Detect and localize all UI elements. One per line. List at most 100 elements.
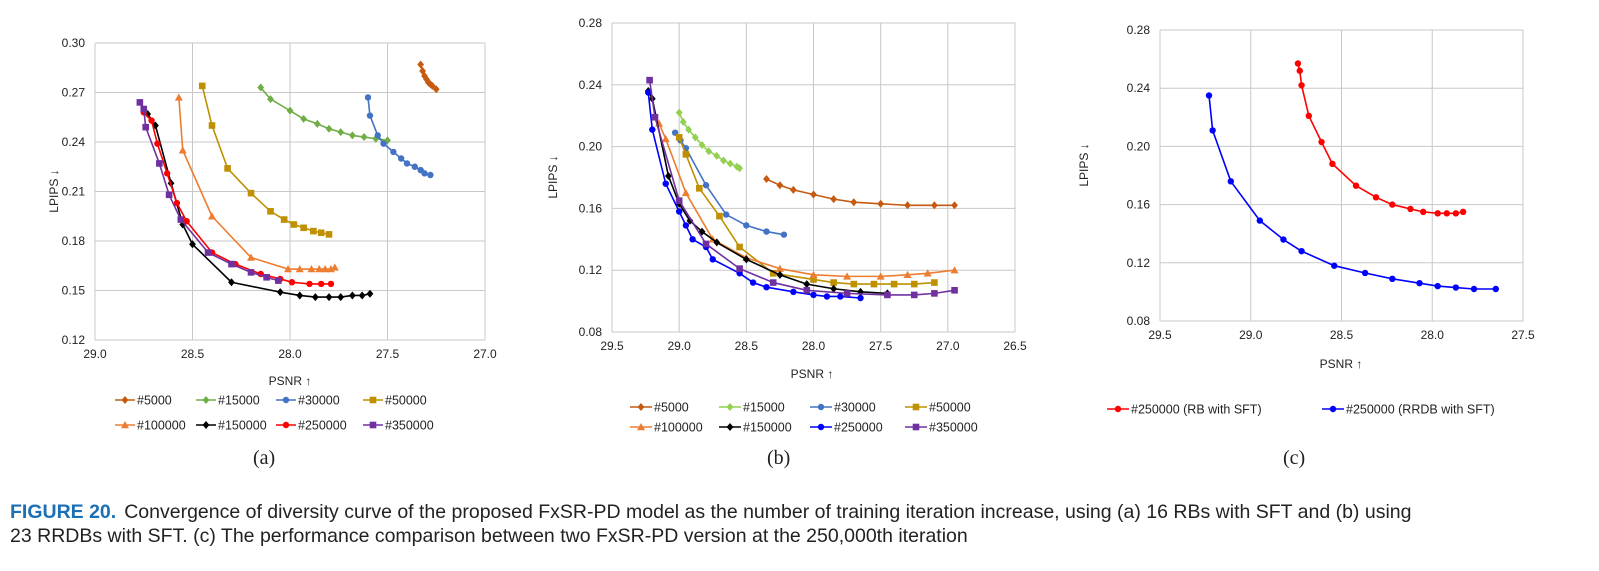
data-point [247,269,255,276]
data-point [763,175,770,184]
y-tick-label: 0.27 [62,86,86,100]
x-axis-label: PSNR ↑ [269,374,312,388]
x-axis-label: PSNR ↑ [791,367,834,381]
legend-marker [202,421,210,429]
data-point [696,185,703,192]
data-point [716,212,723,220]
data-point [263,274,270,281]
legend-label: #250000 [298,419,347,433]
data-point [649,126,656,133]
panel-label-c: (c) [1283,447,1306,469]
legend-label: #350000 [929,421,978,435]
data-point [317,229,325,237]
y-tick-label: 0.21 [62,185,86,199]
data-point [325,231,333,238]
data-point [173,199,181,207]
legend-label: #30000 [298,394,340,408]
data-point [364,94,372,101]
x-tick-label: 28.0 [802,339,826,353]
series-line [1297,63,1464,215]
data-point [178,146,187,154]
legend-label: #50000 [385,394,427,408]
y-tick-label: 0.12 [1127,256,1151,270]
data-point [950,266,959,274]
data-point [951,286,958,294]
legend-label: #5000 [137,394,172,408]
data-point [1298,247,1305,255]
data-point [1298,82,1305,89]
panel-label-a: (a) [253,447,276,469]
data-point [689,236,696,243]
legend-entry: #350000 [905,421,978,435]
legend-entry: #100000 [115,419,186,433]
data-point [884,291,891,299]
data-point [208,122,216,129]
data-point [313,119,321,128]
data-point [850,198,858,207]
data-point [177,216,185,223]
legend-marker [726,423,734,431]
legend-marker [1114,405,1122,413]
data-point [705,147,713,156]
legend-label: #15000 [743,401,785,415]
data-point [189,240,196,249]
data-point [726,159,734,168]
data-point [803,286,811,294]
data-point [267,95,274,104]
caption-line-1: Convergence of diversity curve of the pr… [124,501,1412,523]
legend-marker [637,403,645,411]
data-point [275,277,282,284]
data-point [290,221,298,228]
x-tick-label: 27.0 [936,339,960,353]
data-point [427,171,434,179]
data-point [423,75,430,84]
data-point [776,270,784,279]
data-point [374,132,381,139]
x-tick-label: 28.0 [1421,328,1445,342]
data-point [903,270,912,279]
data-point [763,228,770,235]
y-tick-label: 0.24 [1127,81,1151,95]
legend-entry: #150000 [196,419,267,433]
y-tick-label: 0.16 [1127,198,1151,212]
data-point [850,280,858,288]
data-point [288,279,296,286]
chart-a: 29.0 28.5 28.0 27.5 27.0 0.12 0.15 0.18 0.21 0.24… [47,36,497,433]
data-point [165,191,173,199]
data-point [837,293,844,300]
data-point [310,227,317,235]
legend-entry: #250000 (RRDB with SFT) [1322,403,1495,417]
data-point [789,185,797,194]
data-point [247,189,255,197]
data-point [685,125,692,134]
legend-entry: #100000 [630,421,703,435]
data-point [390,148,397,156]
data-point [1352,182,1360,189]
legend-marker [121,421,129,429]
y-tick-label: 0.28 [1127,23,1151,37]
data-point [1419,208,1427,216]
legend-label: #30000 [834,401,876,415]
data-point [148,117,155,124]
data-point [823,293,831,300]
data-point [877,199,885,208]
data-point [682,222,690,229]
x-tick-label: 27.5 [1511,328,1535,342]
data-point [327,280,335,288]
data-point [722,211,730,218]
data-point [421,170,428,177]
data-point [810,276,817,283]
y-tick-label: 0.24 [62,135,86,149]
x-tick-label: 28.5 [735,339,759,353]
legend-label: #15000 [218,394,260,408]
data-point [280,216,288,223]
legend-marker [1329,405,1337,413]
data-point [306,280,313,288]
data-point [910,280,918,288]
series--350000 [646,76,958,299]
data-point [411,163,418,170]
data-point [749,279,757,286]
data-point [380,140,387,147]
data-point [1296,67,1303,74]
data-point [830,284,838,293]
